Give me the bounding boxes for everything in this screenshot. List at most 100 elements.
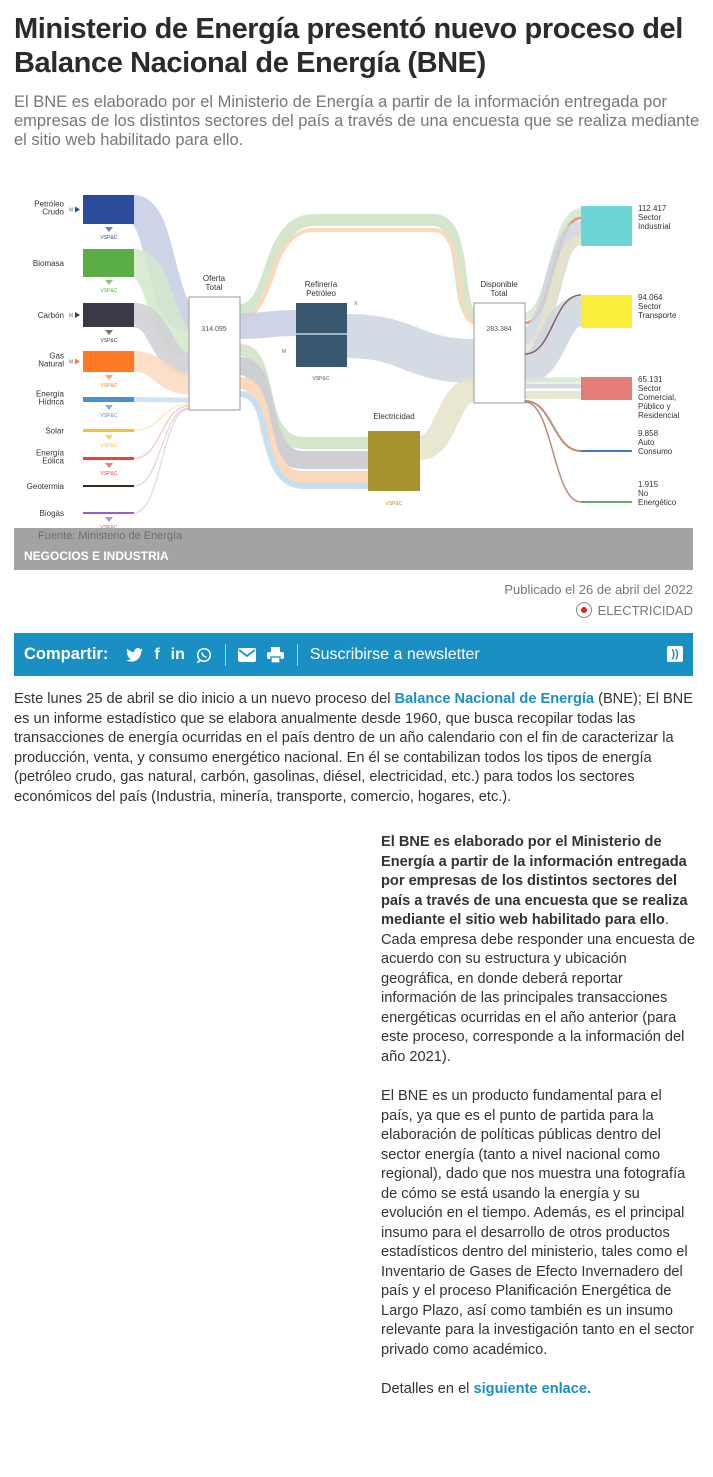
source-label: Natural bbox=[38, 360, 64, 369]
source-label: Geotermia bbox=[27, 482, 65, 491]
arrow-down-icon bbox=[105, 405, 113, 410]
flow-oferta-disponible bbox=[239, 228, 475, 324]
refineria-label: Petróleo bbox=[306, 289, 336, 298]
vspc-label: VSP&C bbox=[101, 525, 118, 528]
m-label: M bbox=[69, 208, 73, 214]
flow-electricidad-disponible bbox=[417, 378, 477, 460]
flow-to-autoconsumo bbox=[524, 400, 582, 452]
source-label: Carbón bbox=[38, 311, 64, 320]
output-value: 65.131 bbox=[638, 375, 663, 384]
source-label: Hídrica bbox=[39, 398, 65, 407]
vspc-label: VSP&C bbox=[101, 383, 118, 389]
paragraph-1: Este lunes 25 de abril se dio inicio a u… bbox=[14, 690, 696, 807]
arrow-right-icon bbox=[75, 358, 80, 365]
source-node bbox=[83, 429, 134, 432]
article-title: Ministerio de Energía presentó nuevo pro… bbox=[14, 13, 683, 79]
details-link[interactable]: siguiente enlace. bbox=[473, 1381, 592, 1397]
source-label: Biogás bbox=[40, 509, 64, 518]
electricidad-label: Electricidad bbox=[373, 412, 414, 421]
whatsapp-icon[interactable] bbox=[196, 647, 212, 663]
flow-source-5 bbox=[133, 403, 190, 432]
flow-to-noenergetico bbox=[524, 401, 582, 503]
source-label: Energía bbox=[36, 390, 65, 399]
text: Detalles en el bbox=[381, 1381, 474, 1397]
output-label: Sector bbox=[638, 384, 661, 393]
output-label: Consumo bbox=[638, 447, 673, 456]
flow-source-6 bbox=[133, 405, 190, 460]
vspc-label: VSP&C bbox=[101, 413, 118, 419]
source-node bbox=[83, 351, 134, 372]
arrow-down-icon bbox=[105, 330, 113, 335]
rss-icon[interactable]: )) bbox=[667, 646, 683, 662]
newsletter-link[interactable]: Suscribirse a newsletter bbox=[309, 645, 480, 663]
share-label: Compartir: bbox=[24, 645, 109, 663]
output-label: Auto bbox=[638, 438, 655, 447]
sankey-diagram: PetróleoCrudoVSP&CBiomasaVSP&CCarbónVSP&… bbox=[27, 195, 680, 528]
arrow-right-icon bbox=[75, 312, 80, 318]
tag-label: ELECTRICIDAD bbox=[597, 602, 693, 618]
vspc-label: VSP&C bbox=[101, 235, 118, 241]
output-label: Energético bbox=[638, 498, 677, 507]
flow-to-industrial bbox=[523, 235, 583, 353]
source-node bbox=[83, 512, 134, 514]
arrow-down-icon bbox=[105, 517, 113, 522]
arrow-down-icon bbox=[105, 435, 113, 440]
email-icon[interactable] bbox=[237, 647, 256, 662]
arrow-down-icon bbox=[105, 280, 113, 285]
output-node bbox=[581, 501, 632, 503]
output-label: Residencial bbox=[638, 411, 680, 420]
m-label: M bbox=[282, 349, 286, 355]
published-date: Publicado el 26 de abril del 2022 bbox=[504, 582, 693, 597]
vspc-label: VSP&C bbox=[101, 443, 118, 449]
disponible-node bbox=[473, 302, 526, 404]
vspc-label: VSP&C bbox=[386, 501, 403, 507]
tag-electricidad[interactable]: ELECTRICIDAD bbox=[575, 602, 693, 618]
category-link[interactable]: NEGOCIOS E INDUSTRIA bbox=[24, 549, 169, 563]
output-label: Industrial bbox=[638, 222, 671, 231]
x-label: X bbox=[354, 301, 358, 307]
flow-source-8 bbox=[133, 408, 190, 514]
article-body: Este lunes 25 de abril se dio inicio a u… bbox=[14, 690, 696, 1420]
oferta-label: Oferta bbox=[203, 274, 226, 283]
vspc-label: VSP&C bbox=[101, 471, 118, 477]
output-value: 9.858 bbox=[638, 429, 659, 438]
m-label: M bbox=[69, 313, 73, 319]
output-label: Público y bbox=[638, 402, 670, 411]
figure-caption-bar: Fuente: Ministerio de Energía NEGOCIOS E… bbox=[14, 528, 693, 570]
flow-to-transporte bbox=[522, 296, 584, 383]
source-node bbox=[83, 397, 134, 402]
vspc-label: VSP&C bbox=[101, 288, 118, 294]
linkedin-icon[interactable]: in bbox=[170, 645, 185, 663]
source-label: Biomasa bbox=[33, 259, 65, 268]
flow-source-3 bbox=[133, 351, 190, 395]
vspc-label: VSP&C bbox=[101, 338, 118, 344]
electricidad-node bbox=[368, 431, 420, 491]
output-node bbox=[581, 450, 632, 452]
flow-source-0 bbox=[129, 195, 194, 333]
arrow-down-icon bbox=[105, 375, 113, 380]
source-label: Energía bbox=[36, 449, 65, 458]
flow-to-transporte bbox=[524, 294, 582, 355]
flow-oferta-electricidad bbox=[239, 391, 368, 489]
bne-link[interactable]: Balance Nacional de Energía bbox=[394, 691, 595, 707]
flow-source-4 bbox=[133, 397, 190, 403]
m-label: M bbox=[69, 360, 73, 366]
output-label: Sector bbox=[638, 213, 661, 222]
article-subtitle: El BNE es elaborado por el Ministerio de… bbox=[14, 93, 700, 149]
print-icon[interactable] bbox=[266, 646, 284, 663]
paragraph-4: Detalles en el siguiente enlace. bbox=[381, 1380, 697, 1400]
flow-refineria-disponible bbox=[346, 314, 475, 383]
output-label: Transporte bbox=[638, 311, 677, 320]
vspc-label: VSP&C bbox=[313, 376, 330, 382]
output-node bbox=[581, 206, 632, 246]
refineria-node bbox=[296, 303, 347, 367]
source-label: Solar bbox=[45, 427, 64, 436]
paragraph-2: El BNE es elaborado por el Ministerio de… bbox=[381, 833, 697, 1067]
output-value: 1.915 bbox=[638, 480, 659, 489]
twitter-icon[interactable] bbox=[126, 647, 144, 662]
facebook-icon[interactable]: f bbox=[154, 645, 160, 663]
disponible-label: Disponible bbox=[480, 280, 518, 289]
refineria-label: Refinería bbox=[305, 280, 338, 289]
source-label: Gas bbox=[49, 352, 64, 361]
output-value: 94.064 bbox=[638, 293, 663, 302]
